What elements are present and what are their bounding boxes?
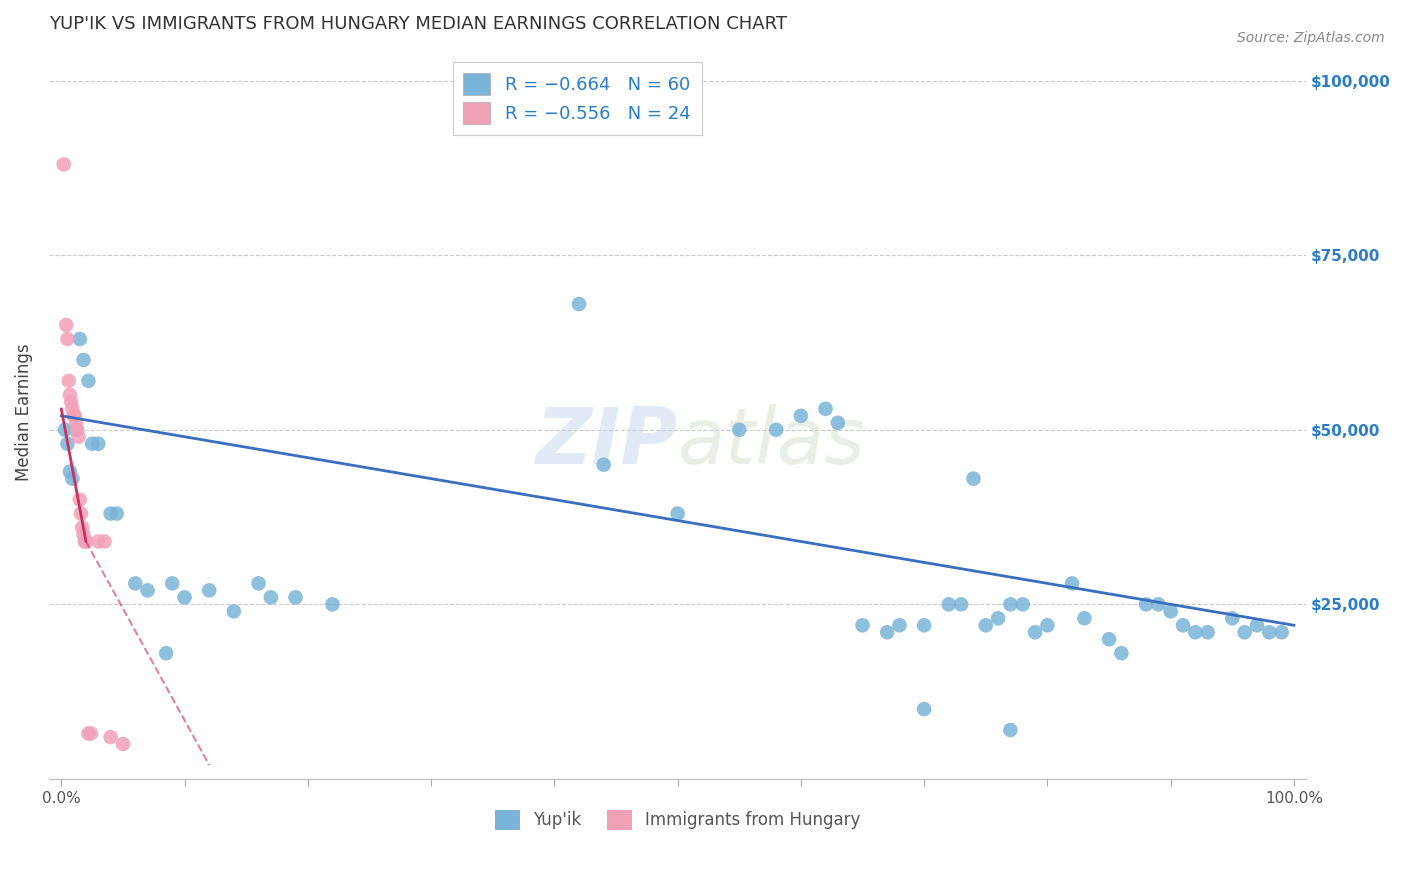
Legend: Yup'ik, Immigrants from Hungary: Yup'ik, Immigrants from Hungary <box>488 803 868 837</box>
Point <box>59 465 82 479</box>
Point <box>765 423 787 437</box>
Point <box>105 507 128 521</box>
Point <box>1073 611 1095 625</box>
Point <box>1220 611 1243 625</box>
Point <box>60 394 83 409</box>
Point <box>62 409 84 423</box>
Point <box>198 583 221 598</box>
Point <box>87 534 110 549</box>
Point <box>67 430 90 444</box>
Point <box>321 598 343 612</box>
Point <box>63 409 86 423</box>
Point <box>60 472 83 486</box>
Point <box>1135 598 1157 612</box>
Point <box>59 388 82 402</box>
Point <box>568 297 591 311</box>
Point <box>72 527 94 541</box>
Point <box>1171 618 1194 632</box>
Point <box>52 157 75 171</box>
Point <box>162 576 184 591</box>
Y-axis label: Median Earnings: Median Earnings <box>15 343 32 481</box>
Point <box>60 401 83 416</box>
Text: YUP'IK VS IMMIGRANTS FROM HUNGARY MEDIAN EARNINGS CORRELATION CHART: YUP'IK VS IMMIGRANTS FROM HUNGARY MEDIAN… <box>49 15 787 33</box>
Point <box>1160 604 1182 618</box>
Point <box>72 352 94 367</box>
Point <box>136 583 159 598</box>
Point <box>56 436 79 450</box>
Point <box>70 507 93 521</box>
Point <box>65 416 87 430</box>
Point <box>53 423 76 437</box>
Text: ZIP: ZIP <box>536 403 678 480</box>
Point <box>814 401 837 416</box>
Point <box>1011 598 1033 612</box>
Point <box>100 507 122 521</box>
Point <box>77 726 100 740</box>
Point <box>1111 646 1133 660</box>
Point <box>912 618 935 632</box>
Point <box>962 472 984 486</box>
Point <box>790 409 813 423</box>
Text: atlas: atlas <box>678 403 866 480</box>
Point <box>666 507 689 521</box>
Point <box>974 618 997 632</box>
Point <box>1258 625 1281 640</box>
Point <box>1197 625 1219 640</box>
Point <box>1233 625 1256 640</box>
Point <box>592 458 614 472</box>
Text: Source: ZipAtlas.com: Source: ZipAtlas.com <box>1237 31 1385 45</box>
Point <box>876 625 898 640</box>
Point <box>1184 625 1206 640</box>
Point <box>260 591 283 605</box>
Point <box>87 436 110 450</box>
Point <box>827 416 849 430</box>
Point <box>58 374 80 388</box>
Point <box>1000 723 1022 737</box>
Point <box>100 730 122 744</box>
Point <box>728 423 751 437</box>
Point <box>93 534 115 549</box>
Point <box>284 591 307 605</box>
Point <box>65 423 87 437</box>
Point <box>73 534 96 549</box>
Point <box>173 591 195 605</box>
Point <box>69 332 91 346</box>
Point <box>222 604 245 618</box>
Point <box>938 598 960 612</box>
Point <box>889 618 911 632</box>
Point <box>77 374 100 388</box>
Point <box>1036 618 1059 632</box>
Point <box>912 702 935 716</box>
Point <box>55 318 77 332</box>
Point <box>124 576 146 591</box>
Point <box>851 618 873 632</box>
Point <box>82 436 104 450</box>
Point <box>56 332 79 346</box>
Point <box>1246 618 1268 632</box>
Point <box>1024 625 1046 640</box>
Point <box>1098 632 1121 647</box>
Point <box>80 726 103 740</box>
Point <box>1147 598 1170 612</box>
Point <box>69 492 91 507</box>
Point <box>66 423 89 437</box>
Point <box>987 611 1010 625</box>
Point <box>950 598 973 612</box>
Point <box>111 737 134 751</box>
Point <box>1271 625 1294 640</box>
Point <box>155 646 177 660</box>
Point <box>72 520 94 534</box>
Point <box>247 576 270 591</box>
Point <box>1000 598 1022 612</box>
Point <box>75 534 97 549</box>
Point <box>1060 576 1083 591</box>
